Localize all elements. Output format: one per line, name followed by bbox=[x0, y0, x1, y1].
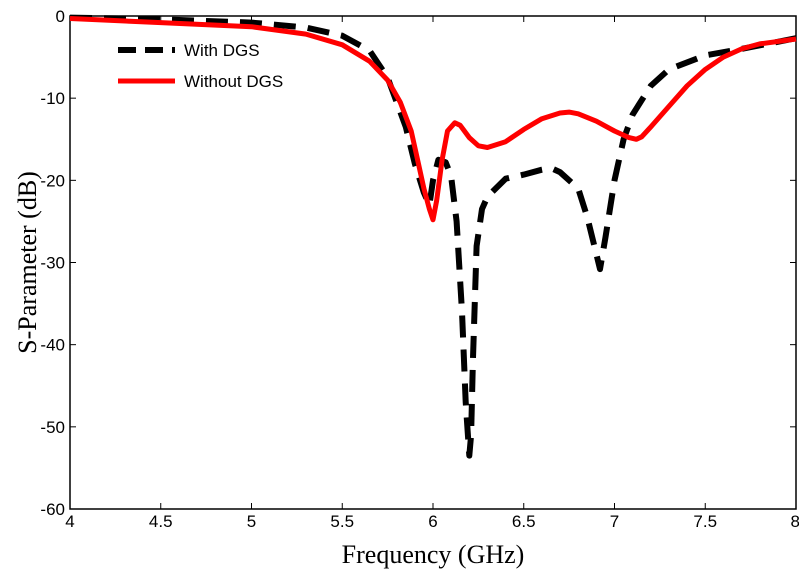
y-axis-title: S-Parameter (dB) bbox=[13, 171, 42, 354]
y-tick-label: -50 bbox=[40, 418, 65, 437]
y-tick-label: -20 bbox=[40, 171, 65, 190]
series-layer bbox=[69, 14, 797, 459]
y-tick-label: -30 bbox=[40, 254, 65, 273]
series-line-without-dgs bbox=[69, 16, 797, 223]
legend: With DGS Without DGS bbox=[118, 41, 283, 91]
x-tick-label: 8 bbox=[791, 512, 799, 531]
x-axis: 4 4.5 5 5.5 6 6.5 7 7.5 8 bbox=[65, 16, 799, 531]
legend-label-with-dgs: With DGS bbox=[184, 41, 260, 60]
x-tick-label: 5.5 bbox=[330, 512, 354, 531]
series-line-with-dgs bbox=[69, 14, 797, 459]
x-tick-label: 6.5 bbox=[512, 512, 536, 531]
x-axis-title: Frequency (GHz) bbox=[342, 540, 525, 569]
x-tick-label: 6 bbox=[428, 512, 437, 531]
x-tick-label: 4 bbox=[65, 512, 74, 531]
x-tick-label: 7.5 bbox=[693, 512, 717, 531]
legend-label-without-dgs: Without DGS bbox=[184, 72, 283, 91]
y-tick-label: -60 bbox=[40, 500, 65, 519]
y-tick-label: -40 bbox=[40, 336, 65, 355]
x-tick-label: 7 bbox=[610, 512, 619, 531]
y-tick-label: 0 bbox=[56, 7, 65, 26]
x-tick-label: 4.5 bbox=[149, 512, 173, 531]
x-tick-label: 5 bbox=[247, 512, 256, 531]
y-axis: 0 -10 -20 -30 -40 -50 -60 bbox=[40, 7, 796, 519]
y-tick-label: -10 bbox=[40, 89, 65, 108]
